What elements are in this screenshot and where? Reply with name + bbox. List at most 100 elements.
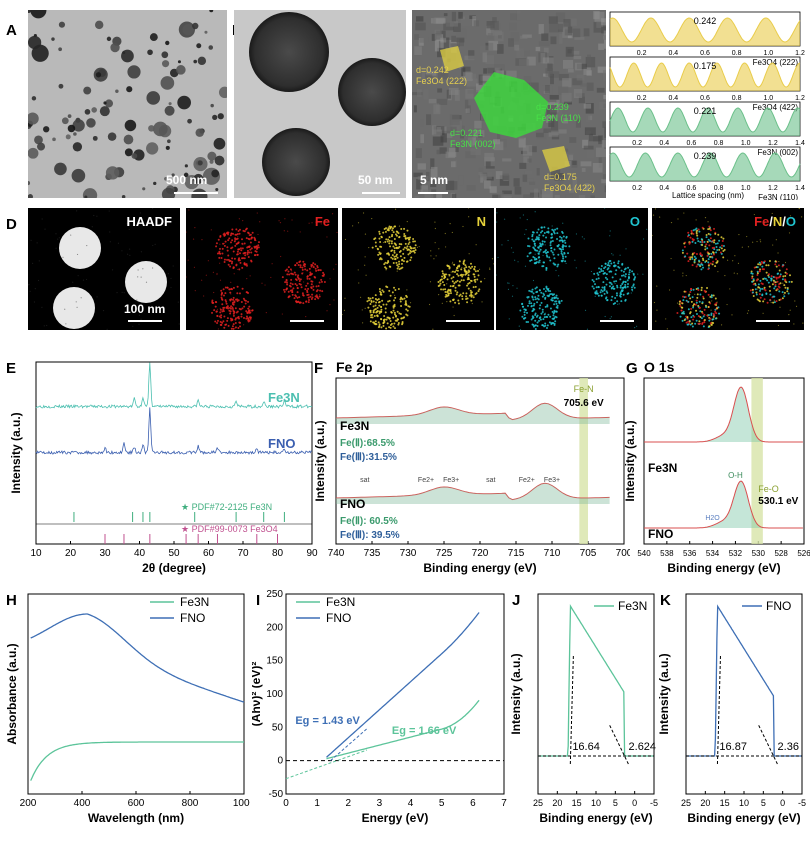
lattice-label-4: d=0.175 Fe3O4 (422) [544, 172, 596, 193]
y-tick-label: 200 [266, 622, 283, 633]
profile-plane-label: Fe3N (002) [758, 148, 799, 157]
peak-label: Fe2+ [418, 477, 434, 484]
value-valence-edge: 2.624 [629, 741, 657, 753]
x-tick-label: 536 [683, 549, 697, 558]
value-valence-edge: 2.36 [778, 741, 799, 753]
x-tick-label: 2 [346, 798, 352, 809]
x-tick-label: 0 [632, 798, 637, 808]
x-tick-label: 80 [272, 548, 284, 559]
chart-f-fe2p: 740 735 730 725 720 715 710 705 700 Binding energ… [314, 359, 630, 575]
profile-tick: 1.0 [763, 95, 773, 102]
profile-plane-label: Fe3N (110) [758, 193, 798, 200]
x-tick-label: 800 [182, 798, 199, 809]
eds-map-label: O [629, 214, 640, 229]
x-tick-label: 5 [761, 798, 766, 808]
feo-value: 530.1 eV [758, 496, 798, 507]
chart-j-ups: 25 20 15 10 5 0 -5 Binding energy (eV) Intensity… [509, 593, 658, 825]
peak-label: sat [486, 477, 495, 484]
x-tick-label: 10 [30, 548, 42, 559]
legend-fe3n: Fe3N [268, 390, 300, 405]
x-tick-label: 532 [729, 549, 743, 558]
onset-tangent [716, 653, 722, 765]
fe-n-band [579, 378, 588, 544]
value-secondary-cutoff: 16.64 [572, 741, 600, 753]
panel-letter-g: G [626, 360, 638, 377]
profile-tick: 0.2 [637, 95, 647, 102]
edge-tangent [608, 723, 629, 765]
series-fno [686, 604, 802, 757]
fe3o4-domain-overlay-1 [440, 46, 464, 72]
chart-h-uvvis: 200 400 600 800 1000 Wavelength (nm) Absorbanc… [6, 593, 250, 825]
x-tick-label: 700 [616, 548, 630, 559]
x-tick-label: 5 [613, 798, 618, 808]
fe3n-domain-overlay [474, 72, 548, 138]
panel-letter-j: J [512, 592, 521, 609]
y-axis-label: Intensity (a.u.) [9, 412, 23, 493]
eds-map-0: HAADF 100 nm [28, 208, 180, 330]
scalebar-d [128, 320, 162, 322]
o1s-fit-1 [644, 480, 803, 529]
scalebar-a [174, 192, 218, 194]
x-tick-label: 725 [436, 548, 453, 559]
chart-title: Fe 2p [336, 359, 373, 375]
fe2-fno: Fe(Ⅱ): 60.5% [340, 516, 398, 527]
legend-label: FNO [326, 611, 351, 625]
tem-image-b: 50 nm [234, 10, 406, 198]
fe2p-fit-0 [335, 402, 610, 421]
x-axis-label: Binding energy (eV) [687, 811, 800, 825]
peak-label: sat [360, 477, 369, 484]
y-axis-label: (Ahν)² (eV)² [252, 662, 263, 727]
x-axis-label: Energy (eV) [362, 811, 429, 825]
x-tick-label: 600 [128, 798, 145, 809]
x-tick-label: 25 [681, 798, 691, 808]
profile-tick: 0.2 [637, 50, 647, 57]
panel-letter-i: I [256, 592, 261, 609]
x-axis-label: Binding energy (eV) [667, 561, 780, 575]
scalebar-label-d: 100 nm [124, 302, 166, 316]
ref-label-fe3n: ★ PDF#72-2125 Fe3N [181, 502, 272, 512]
legend-label: FNO [180, 611, 205, 625]
ref-label-fe3o4: ★ PDF#99-0073 Fe3O4 [181, 524, 278, 534]
profile-line [609, 17, 801, 43]
profile-tick: 1.2 [768, 140, 778, 147]
series-fe3n [538, 603, 654, 757]
scalebar-d [290, 320, 324, 322]
x-tick-label: 720 [472, 548, 489, 559]
eds-map-label: Fe/N/O [754, 214, 796, 229]
x-tick-label: 7 [501, 798, 507, 809]
y-axis-label: Intensity (a.u.) [509, 653, 523, 734]
x-tick-label: 30 [99, 548, 111, 559]
x-tick-label: 1000 [233, 798, 250, 809]
chart-e-xrd: 10 20 30 40 50 60 70 80 90 2θ (degree) Intensity (… [9, 361, 318, 575]
x-tick-label: 705 [580, 548, 597, 559]
x-tick-label: 400 [74, 798, 91, 809]
edge-tangent [757, 723, 778, 765]
profile-fill [610, 108, 800, 136]
eds-map-label: Fe [314, 214, 330, 229]
fe2-fe3n: Fe(Ⅱ):68.5% [340, 438, 395, 449]
x-tick-label: 534 [706, 549, 720, 558]
panel-letter-d: D [6, 216, 17, 233]
eg-fe3n: Eg = 1.66 eV [392, 725, 457, 737]
x-tick-label: 1 [314, 798, 320, 809]
plot-frame [685, 593, 803, 795]
eds-map-label: N [476, 214, 486, 229]
profile-tick: 0.4 [668, 95, 678, 102]
legend-label: Fe3N [180, 595, 209, 609]
x-tick-label: 540 [637, 549, 651, 558]
xrd-series-fno [35, 407, 313, 456]
x-tick-label: 40 [134, 548, 146, 559]
x-tick-label: 740 [328, 548, 345, 559]
profile-spacing-label: 0.239 [694, 151, 717, 161]
fe2p-components-1 [336, 483, 610, 504]
sample-fe3n: Fe3N [648, 461, 677, 475]
series-fe3n [326, 699, 480, 760]
eds-map-3: O [496, 208, 648, 330]
eds-map-1: Fe [186, 208, 338, 330]
lattice-label-3: d=0.239 Fe3N (110) [536, 102, 581, 123]
lattice-label-2: d=0.221 Fe3N (002) [450, 128, 496, 149]
x-tick-label: 20 [65, 548, 77, 559]
eg-fno: Eg = 1.43 eV [295, 715, 360, 727]
x-tick-label: 15 [572, 798, 582, 808]
